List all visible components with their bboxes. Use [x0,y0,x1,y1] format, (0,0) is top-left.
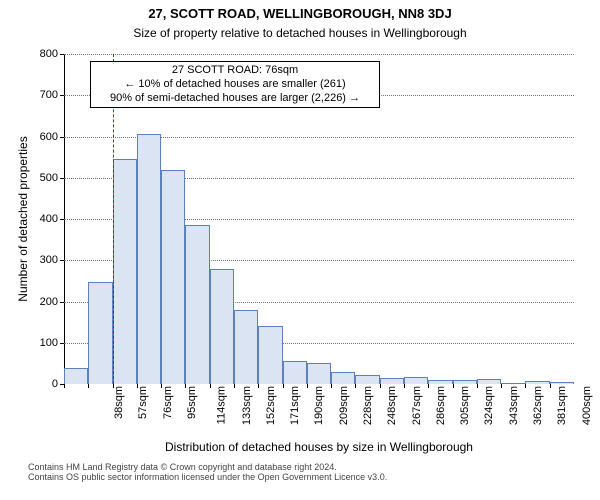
x-tick-mark [88,384,89,388]
y-tick-mark [60,95,64,96]
histogram-bar [88,282,112,384]
x-tick-mark [113,384,114,388]
x-tick-mark [453,384,454,388]
x-tick-label: 114sqm [216,386,228,424]
x-tick-label: 343sqm [508,386,520,425]
x-tick-mark [283,384,284,388]
x-tick-mark [404,384,405,388]
x-tick-label: 248sqm [386,386,398,425]
x-tick-mark [137,384,138,388]
histogram-bar [501,383,525,384]
x-tick-mark [185,384,186,388]
x-tick-mark [355,384,356,388]
histogram-bar [64,368,88,384]
histogram-bar [428,380,452,384]
histogram-bar [113,159,137,384]
y-tick-mark [60,137,64,138]
x-tick-mark [258,384,259,388]
y-tick-mark [60,178,64,179]
footer-line2: Contains OS public sector information li… [28,472,387,482]
histogram-bar [550,382,574,384]
x-tick-label: 171sqm [289,386,301,425]
footer: Contains HM Land Registry data © Crown c… [28,462,387,482]
x-tick-label: 305sqm [459,386,471,425]
histogram-bar [161,170,185,385]
x-tick-mark [161,384,162,388]
y-tick-mark [60,343,64,344]
x-tick-label: 57sqm [137,386,149,419]
histogram-bar [283,361,307,384]
x-tick-label: 38sqm [113,386,125,419]
chart-subtitle: Size of property relative to detached ho… [0,26,600,40]
y-tick-mark [60,302,64,303]
x-tick-mark [234,384,235,388]
x-tick-label: 324sqm [484,386,496,425]
y-tick-mark [60,54,64,55]
x-tick-label: 190sqm [314,386,326,425]
x-tick-mark [331,384,332,388]
y-tick-mark [60,260,64,261]
x-tick-label: 267sqm [411,386,423,425]
x-tick-label: 152sqm [265,386,277,425]
x-tick-mark [525,384,526,388]
x-tick-mark [428,384,429,388]
x-tick-label: 400sqm [581,386,593,425]
y-tick-mark [60,219,64,220]
x-tick-label: 76sqm [162,386,174,419]
histogram-bar [331,372,355,384]
annotation-line2: ← 10% of detached houses are smaller (26… [95,78,375,92]
x-tick-mark [501,384,502,388]
histogram-bar [525,381,549,384]
x-tick-label: 133sqm [241,386,253,425]
x-tick-mark [477,384,478,388]
histogram-bar [453,380,477,384]
histogram-bar [137,134,161,384]
grid-line [64,54,574,55]
x-tick-label: 228sqm [362,386,374,425]
annotation-line3: 90% of semi-detached houses are larger (… [95,92,375,106]
x-tick-label: 95sqm [186,386,198,419]
histogram-bar [185,225,209,384]
y-axis-label: Number of detached properties [16,54,30,384]
histogram-bar [210,269,234,384]
histogram-bar [355,375,379,384]
x-axis-label: Distribution of detached houses by size … [64,440,574,454]
x-tick-mark [210,384,211,388]
x-tick-mark [380,384,381,388]
histogram-bar [258,326,282,384]
histogram-bar [307,363,331,384]
x-tick-label: 209sqm [338,386,350,425]
x-tick-label: 381sqm [556,386,568,425]
chart-title: 27, SCOTT ROAD, WELLINGBOROUGH, NN8 3DJ [0,6,600,21]
x-tick-label: 286sqm [435,386,447,425]
chart-container: 27, SCOTT ROAD, WELLINGBOROUGH, NN8 3DJ … [0,0,600,500]
annotation-box: 27 SCOTT ROAD: 76sqm← 10% of detached ho… [90,61,380,108]
annotation-line1: 27 SCOTT ROAD: 76sqm [95,64,375,78]
x-tick-label: 362sqm [532,386,544,425]
histogram-bar [477,379,501,384]
x-tick-mark [307,384,308,388]
histogram-bar [380,378,404,384]
footer-line1: Contains HM Land Registry data © Crown c… [28,462,387,472]
x-tick-mark [550,384,551,388]
x-tick-mark [64,384,65,388]
histogram-bar [234,310,258,384]
histogram-bar [404,377,428,384]
